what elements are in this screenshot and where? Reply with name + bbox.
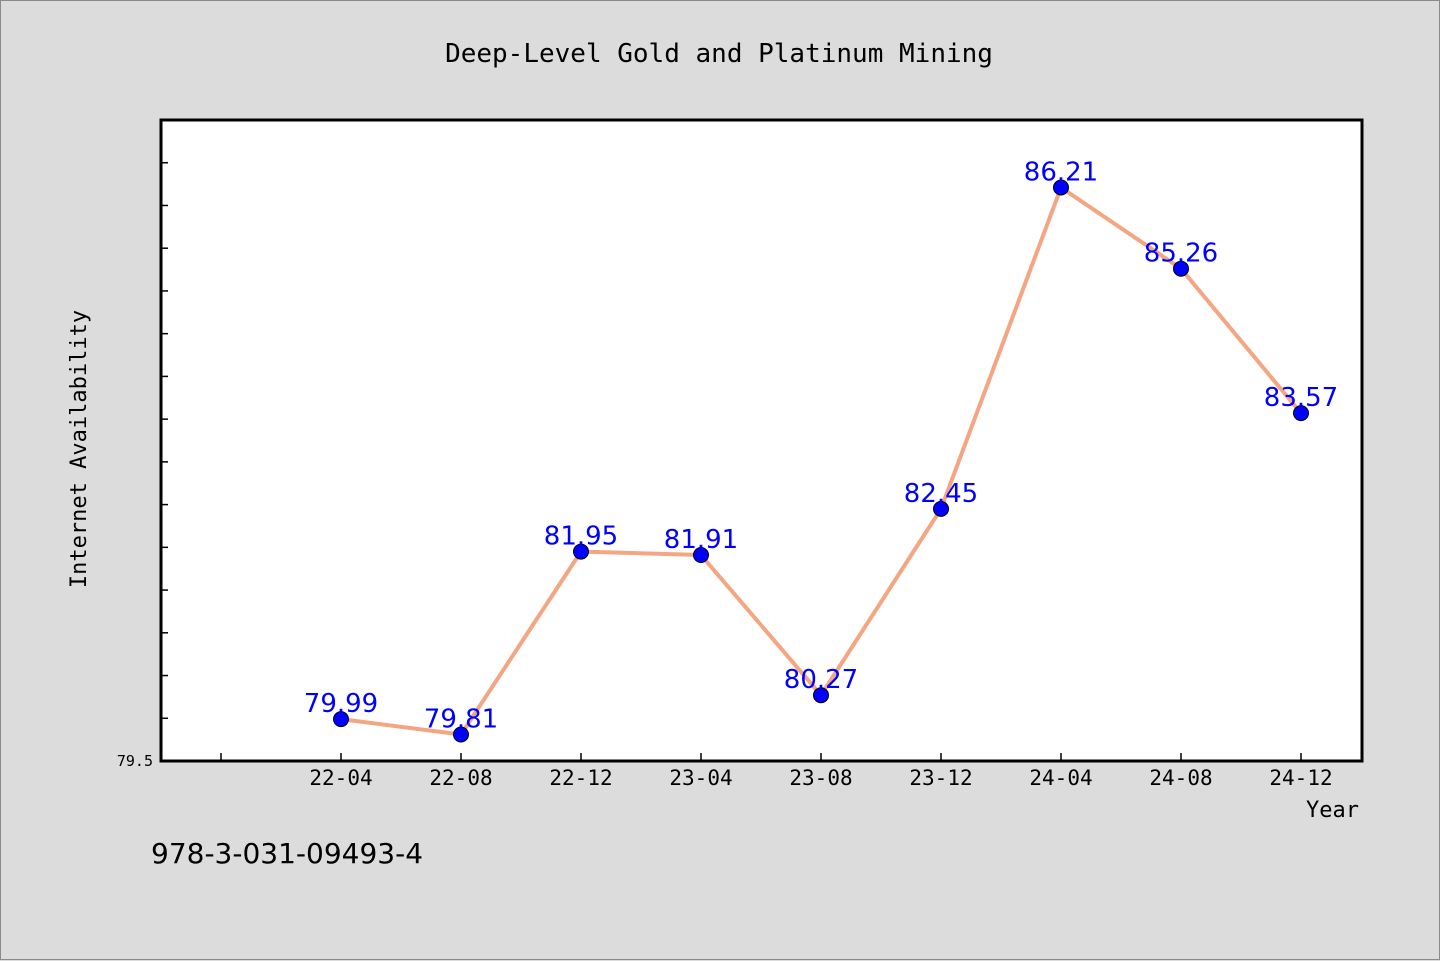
x-tick-label: 23-12	[909, 766, 972, 790]
data-label: 81.91	[664, 525, 738, 555]
data-label: 82.45	[904, 479, 978, 509]
data-point	[693, 547, 709, 564]
data-label: 81.95	[544, 522, 618, 552]
x-tick-label: 22-12	[549, 766, 612, 790]
data-point	[573, 543, 589, 560]
data-label: 86.21	[1024, 158, 1098, 188]
x-tick-label: 23-08	[789, 766, 852, 790]
x-tick-label: 24-04	[1029, 766, 1092, 790]
data-label: 80.27	[784, 665, 858, 695]
x-axis-label: Year	[1306, 798, 1359, 823]
data-label: 79.81	[424, 705, 498, 735]
plot-area	[159, 118, 1364, 763]
data-point	[453, 726, 469, 743]
x-tick-label: 24-12	[1269, 766, 1332, 790]
data-point	[813, 687, 829, 704]
series-layer: 79.99 79.81 81.95 81.91 80.27 82.45 86.21 85.26…	[304, 158, 1338, 743]
x-tick-label: 22-04	[309, 766, 372, 790]
y-axis-ticks: 79.5	[117, 119, 168, 770]
data-point	[1053, 179, 1069, 196]
data-point	[333, 711, 349, 728]
data-label: 79.99	[304, 689, 378, 719]
x-tick-label: 24-08	[1149, 766, 1212, 790]
data-label: 83.57	[1264, 383, 1338, 413]
data-point	[933, 500, 949, 517]
x-axis-ticks: 22-04 22-08 22-12 23-04 23-08 23-12 24-04 24-08…	[220, 753, 1333, 790]
chart-title: Deep-Level Gold and Platinum Mining	[445, 39, 993, 69]
y-axis-label: Internet Availability	[67, 310, 92, 588]
data-point	[1293, 405, 1309, 422]
isbn-text: 978-3-031-09493-4	[151, 837, 424, 870]
y-tick-label: 79.5	[117, 752, 153, 770]
data-point	[1173, 260, 1189, 277]
x-tick-label: 23-04	[669, 766, 732, 790]
x-tick-label: 22-08	[429, 766, 492, 790]
data-label: 85.26	[1144, 239, 1218, 269]
